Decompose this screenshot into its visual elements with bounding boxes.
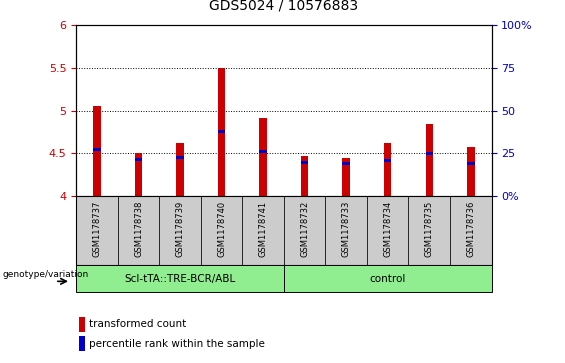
Text: GSM1178739: GSM1178739 xyxy=(176,201,185,257)
Bar xyxy=(135,153,142,196)
Text: transformed count: transformed count xyxy=(89,319,186,329)
Bar xyxy=(76,196,118,265)
Bar xyxy=(467,162,475,165)
Bar xyxy=(201,196,242,265)
Text: GSM1178741: GSM1178741 xyxy=(259,201,268,257)
Text: genotype/variation: genotype/variation xyxy=(2,270,89,279)
Text: GSM1178735: GSM1178735 xyxy=(425,201,434,257)
Bar xyxy=(93,106,101,196)
Bar xyxy=(384,159,392,162)
Bar xyxy=(367,196,408,265)
Bar xyxy=(79,336,85,351)
Bar xyxy=(450,196,492,265)
Bar xyxy=(301,156,308,196)
Text: GDS5024 / 10576883: GDS5024 / 10576883 xyxy=(210,0,358,13)
Text: GSM1178736: GSM1178736 xyxy=(466,201,475,257)
Bar xyxy=(342,159,350,196)
Bar xyxy=(425,152,433,155)
Bar xyxy=(259,150,267,153)
Bar xyxy=(76,265,284,292)
Text: GSM1178734: GSM1178734 xyxy=(383,201,392,257)
Bar xyxy=(93,148,101,151)
Text: GSM1178738: GSM1178738 xyxy=(134,201,143,257)
Bar xyxy=(218,68,225,196)
Bar xyxy=(284,265,492,292)
Bar xyxy=(408,196,450,265)
Text: GSM1178740: GSM1178740 xyxy=(217,201,226,257)
Bar xyxy=(176,143,184,196)
Bar xyxy=(218,130,225,133)
Bar xyxy=(284,196,325,265)
Bar xyxy=(467,147,475,196)
Text: ScI-tTA::TRE-BCR/ABL: ScI-tTA::TRE-BCR/ABL xyxy=(124,274,236,284)
Bar xyxy=(325,196,367,265)
Text: GSM1178733: GSM1178733 xyxy=(342,201,351,257)
Bar xyxy=(342,162,350,165)
Bar xyxy=(135,158,142,161)
Bar xyxy=(176,156,184,159)
Text: control: control xyxy=(370,274,406,284)
Text: GSM1178732: GSM1178732 xyxy=(300,201,309,257)
Bar xyxy=(242,196,284,265)
Bar xyxy=(79,317,85,332)
Bar xyxy=(384,143,392,196)
Bar xyxy=(118,196,159,265)
Bar xyxy=(159,196,201,265)
Text: percentile rank within the sample: percentile rank within the sample xyxy=(89,339,264,348)
Bar xyxy=(259,118,267,196)
Bar xyxy=(425,125,433,196)
Bar xyxy=(301,161,308,164)
Text: GSM1178737: GSM1178737 xyxy=(93,201,102,257)
